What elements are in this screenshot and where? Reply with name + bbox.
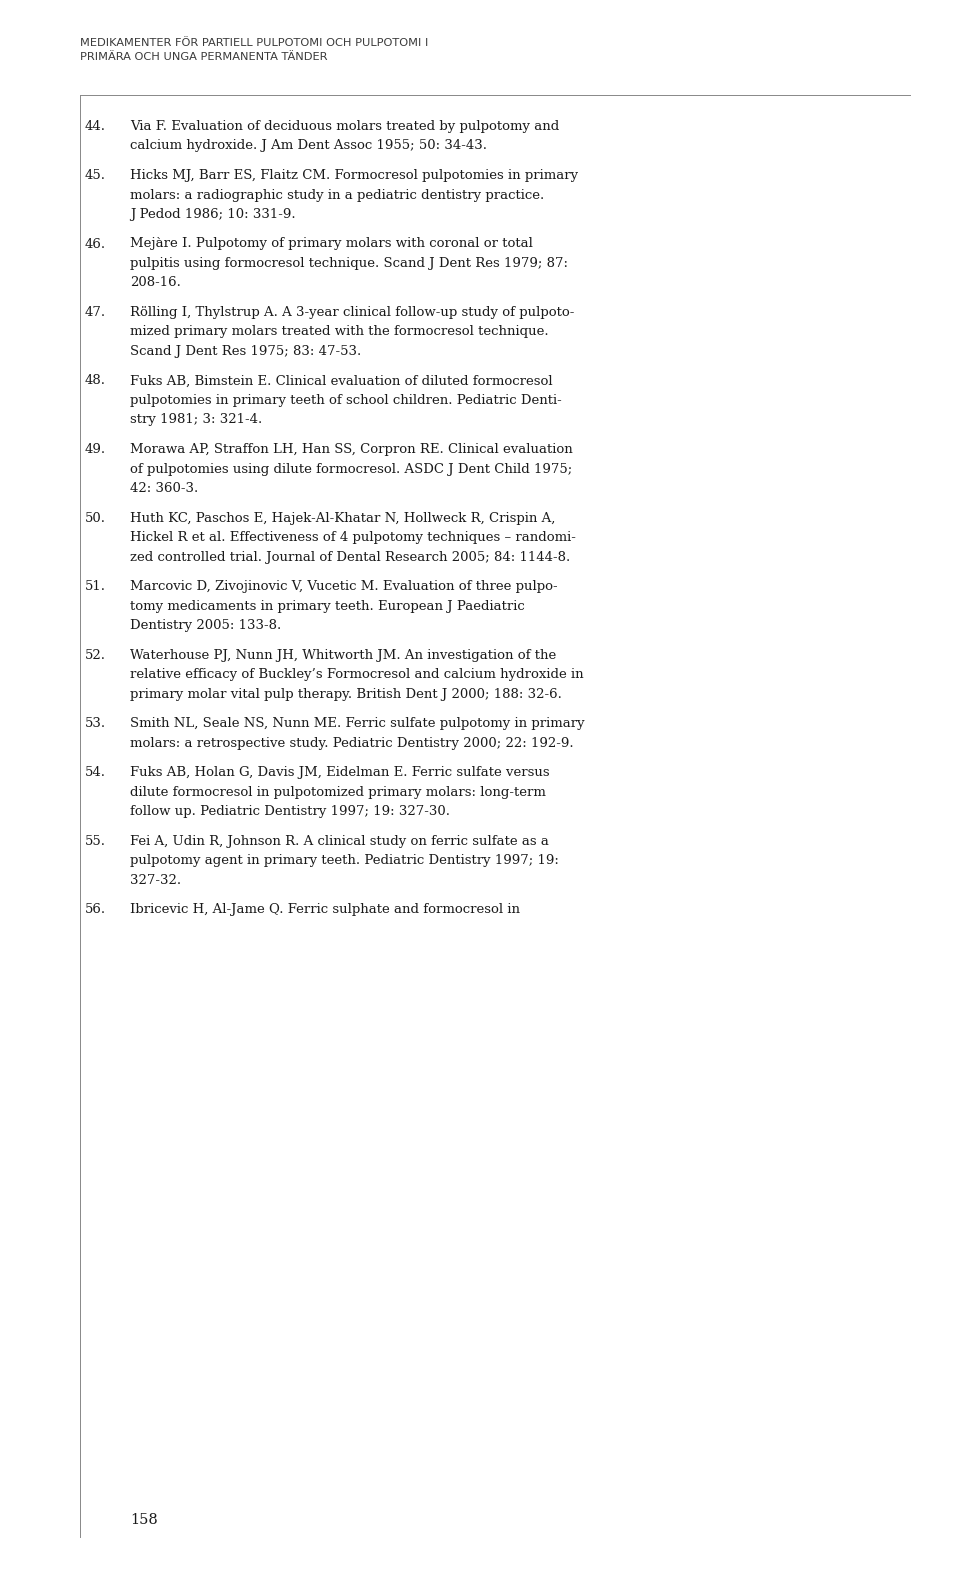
- Text: J Pedod 1986; 10: 331-9.: J Pedod 1986; 10: 331-9.: [130, 208, 296, 222]
- Text: 54.: 54.: [85, 766, 106, 780]
- Text: Mejàre I. Pulpotomy of primary molars with coronal or total: Mejàre I. Pulpotomy of primary molars wi…: [130, 237, 533, 250]
- Text: 45.: 45.: [85, 170, 106, 182]
- Text: Hicks MJ, Barr ES, Flaitz CM. Formocresol pulpotomies in primary: Hicks MJ, Barr ES, Flaitz CM. Formocreso…: [130, 170, 578, 182]
- Text: mized primary molars treated with the formocresol technique.: mized primary molars treated with the fo…: [130, 325, 548, 338]
- Text: 56.: 56.: [85, 902, 107, 916]
- Text: 48.: 48.: [85, 374, 106, 388]
- Text: Huth KC, Paschos E, Hajek-Al-Khatar N, Hollweck R, Crispin A,: Huth KC, Paschos E, Hajek-Al-Khatar N, H…: [130, 511, 556, 525]
- Text: Dentistry 2005: 133-8.: Dentistry 2005: 133-8.: [130, 619, 281, 632]
- Text: 53.: 53.: [85, 717, 107, 729]
- Text: 51.: 51.: [85, 580, 106, 593]
- Text: 55.: 55.: [85, 835, 106, 847]
- Text: 49.: 49.: [85, 443, 107, 456]
- Text: Marcovic D, Zivojinovic V, Vucetic M. Evaluation of three pulpo-: Marcovic D, Zivojinovic V, Vucetic M. Ev…: [130, 580, 558, 593]
- Text: relative efficacy of Buckley’s Formocresol and calcium hydroxide in: relative efficacy of Buckley’s Formocres…: [130, 668, 584, 681]
- Text: tomy medicaments in primary teeth. European J Paediatric: tomy medicaments in primary teeth. Europ…: [130, 599, 525, 613]
- Text: 44.: 44.: [85, 119, 106, 134]
- Text: 327-32.: 327-32.: [130, 874, 181, 887]
- Text: pulpitis using formocresol technique. Scand J Dent Res 1979; 87:: pulpitis using formocresol technique. Sc…: [130, 256, 568, 270]
- Text: 47.: 47.: [85, 307, 107, 319]
- Text: 50.: 50.: [85, 511, 106, 525]
- Text: Smith NL, Seale NS, Nunn ME. Ferric sulfate pulpotomy in primary: Smith NL, Seale NS, Nunn ME. Ferric sulf…: [130, 717, 585, 729]
- Text: 52.: 52.: [85, 649, 106, 662]
- Text: Scand J Dent Res 1975; 83: 47-53.: Scand J Dent Res 1975; 83: 47-53.: [130, 344, 361, 358]
- Text: Via F. Evaluation of deciduous molars treated by pulpotomy and: Via F. Evaluation of deciduous molars tr…: [130, 119, 560, 134]
- Text: Fuks AB, Bimstein E. Clinical evaluation of diluted formocresol: Fuks AB, Bimstein E. Clinical evaluation…: [130, 374, 553, 388]
- Text: 42: 360-3.: 42: 360-3.: [130, 483, 199, 495]
- Text: primary molar vital pulp therapy. British Dent J 2000; 188: 32-6.: primary molar vital pulp therapy. Britis…: [130, 687, 562, 701]
- Text: follow up. Pediatric Dentistry 1997; 19: 327-30.: follow up. Pediatric Dentistry 1997; 19:…: [130, 805, 450, 817]
- Text: stry 1981; 3: 321-4.: stry 1981; 3: 321-4.: [130, 413, 262, 426]
- Text: pulpotomy agent in primary teeth. Pediatric Dentistry 1997; 19:: pulpotomy agent in primary teeth. Pediat…: [130, 854, 559, 868]
- Text: calcium hydroxide. J Am Dent Assoc 1955; 50: 34-43.: calcium hydroxide. J Am Dent Assoc 1955;…: [130, 140, 487, 152]
- Text: zed controlled trial. Journal of Dental Research 2005; 84: 1144-8.: zed controlled trial. Journal of Dental …: [130, 550, 570, 563]
- Text: Rölling I, Thylstrup A. A 3-year clinical follow-up study of pulpoto-: Rölling I, Thylstrup A. A 3-year clinica…: [130, 307, 574, 319]
- Text: 208-16.: 208-16.: [130, 277, 180, 289]
- Text: MEDIKAMENTER FÖR PARTIELL PULPOTOMI OCH PULPOTOMI I
PRIMÄRA OCH UNGA PERMANENTA : MEDIKAMENTER FÖR PARTIELL PULPOTOMI OCH …: [80, 38, 428, 61]
- Text: Ibricevic H, Al-Jame Q. Ferric sulphate and formocresol in: Ibricevic H, Al-Jame Q. Ferric sulphate …: [130, 902, 520, 916]
- Text: Hickel R et al. Effectiveness of 4 pulpotomy techniques – randomi-: Hickel R et al. Effectiveness of 4 pulpo…: [130, 531, 576, 544]
- Text: of pulpotomies using dilute formocresol. ASDC J Dent Child 1975;: of pulpotomies using dilute formocresol.…: [130, 462, 572, 475]
- Text: Waterhouse PJ, Nunn JH, Whitworth JM. An investigation of the: Waterhouse PJ, Nunn JH, Whitworth JM. An…: [130, 649, 556, 662]
- Text: Morawa AP, Straffon LH, Han SS, Corpron RE. Clinical evaluation: Morawa AP, Straffon LH, Han SS, Corpron …: [130, 443, 573, 456]
- Text: dilute formocresol in pulpotomized primary molars: long-term: dilute formocresol in pulpotomized prima…: [130, 786, 546, 799]
- Text: molars: a retrospective study. Pediatric Dentistry 2000; 22: 192-9.: molars: a retrospective study. Pediatric…: [130, 737, 574, 750]
- Text: molars: a radiographic study in a pediatric dentistry practice.: molars: a radiographic study in a pediat…: [130, 189, 544, 201]
- Text: 46.: 46.: [85, 237, 107, 250]
- Text: pulpotomies in primary teeth of school children. Pediatric Denti-: pulpotomies in primary teeth of school c…: [130, 395, 562, 407]
- Text: Fei A, Udin R, Johnson R. A clinical study on ferric sulfate as a: Fei A, Udin R, Johnson R. A clinical stu…: [130, 835, 549, 847]
- Text: Fuks AB, Holan G, Davis JM, Eidelman E. Ferric sulfate versus: Fuks AB, Holan G, Davis JM, Eidelman E. …: [130, 766, 550, 780]
- Text: 158: 158: [130, 1512, 157, 1526]
